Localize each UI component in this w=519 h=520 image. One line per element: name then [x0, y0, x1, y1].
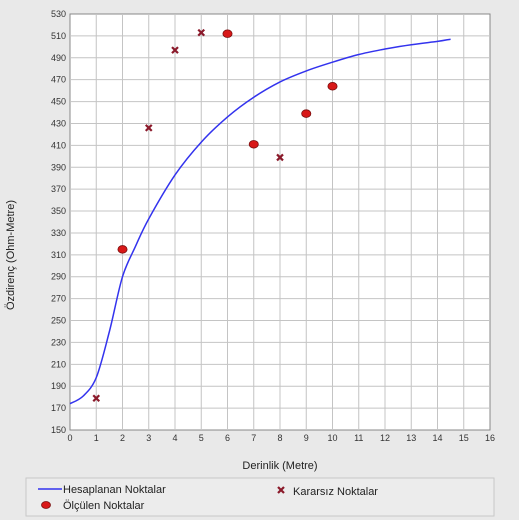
- point-olculen: [117, 245, 128, 254]
- y-tick-label: 210: [51, 359, 66, 369]
- legend-box: [25, 477, 495, 517]
- point-olculen: [301, 109, 312, 118]
- series-line-hesaplanan: [69, 38, 451, 405]
- point-olculen: [248, 140, 259, 149]
- x-tick-label: 4: [172, 433, 177, 443]
- legend-item-kararsiz: Kararsız Noktalar: [277, 486, 378, 498]
- series-layer: [69, 28, 451, 405]
- x-tick-label: 0: [67, 433, 72, 443]
- point-kararsiz: [92, 394, 101, 403]
- y-tick-labels: 150 170 190 210 230 250 270 290 310 330 350 370 390 4…: [51, 9, 66, 435]
- point-kararsiz: [197, 28, 206, 37]
- y-tick-label: 410: [51, 140, 66, 150]
- y-tick-label: 230: [51, 337, 66, 347]
- y-tick-label: 190: [51, 381, 66, 391]
- y-tick-label: 350: [51, 206, 66, 216]
- x-tick-label: 9: [304, 433, 309, 443]
- y-tick-label: 430: [51, 118, 66, 128]
- x-tick-label: 5: [199, 433, 204, 443]
- x-tick-label: 2: [120, 433, 125, 443]
- y-tick-label: 170: [51, 403, 66, 413]
- legend-label-kararsiz: Kararsız Noktalar: [293, 486, 378, 498]
- x-tick-label: 3: [146, 433, 151, 443]
- point-kararsiz: [276, 153, 284, 162]
- x-tick-label: 16: [485, 433, 495, 443]
- x-tick-label: 8: [277, 433, 282, 443]
- y-tick-label: 530: [51, 9, 66, 19]
- y-tick-label: 310: [51, 250, 66, 260]
- legend-x-symbol: [277, 486, 285, 494]
- y-tick-label: 150: [51, 425, 66, 435]
- point-kararsiz: [144, 124, 153, 132]
- y-tick-label: 490: [51, 53, 66, 63]
- x-tick-label: 12: [380, 433, 390, 443]
- point-kararsiz: [171, 46, 179, 54]
- y-axis-title: Özdirenç (Ohm-Metre): [5, 200, 17, 310]
- y-tick-label: 270: [51, 294, 66, 304]
- x-tick-label: 6: [225, 433, 230, 443]
- x-tick-label: 10: [327, 433, 337, 443]
- x-tick-label: 1: [94, 433, 99, 443]
- legend-item-olculen: Ölçülen Noktalar: [41, 500, 145, 512]
- y-tick-label: 450: [51, 97, 66, 107]
- x-axis-title: Derinlik (Metre): [242, 460, 317, 472]
- legend-label-olculen: Ölçülen Noktalar: [63, 500, 145, 512]
- legend-label-hesaplanan: Hesaplanan Noktalar: [63, 484, 166, 496]
- y-tick-label: 390: [51, 162, 66, 172]
- x-tick-label: 11: [354, 433, 363, 443]
- y-tick-label: 510: [51, 31, 66, 41]
- legend-circle-symbol: [41, 501, 51, 509]
- point-olculen: [222, 29, 233, 38]
- y-tick-label: 370: [51, 184, 66, 194]
- x-tick-label: 15: [459, 433, 469, 443]
- x-tick-label: 7: [251, 433, 256, 443]
- x-tick-label: 13: [406, 433, 416, 443]
- y-tick-label: 470: [51, 75, 66, 85]
- y-tick-label: 330: [51, 228, 66, 238]
- y-tick-label: 250: [51, 316, 66, 326]
- x-tick-label: 14: [432, 433, 442, 443]
- y-tick-label: 290: [51, 272, 66, 282]
- point-olculen: [327, 82, 338, 91]
- legend-item-hesaplanan: Hesaplanan Noktalar: [38, 484, 166, 496]
- x-tick-labels: 0 1 2 3 4 5 6 7 8 9 10 11 12 13 14 15 16: [67, 433, 495, 443]
